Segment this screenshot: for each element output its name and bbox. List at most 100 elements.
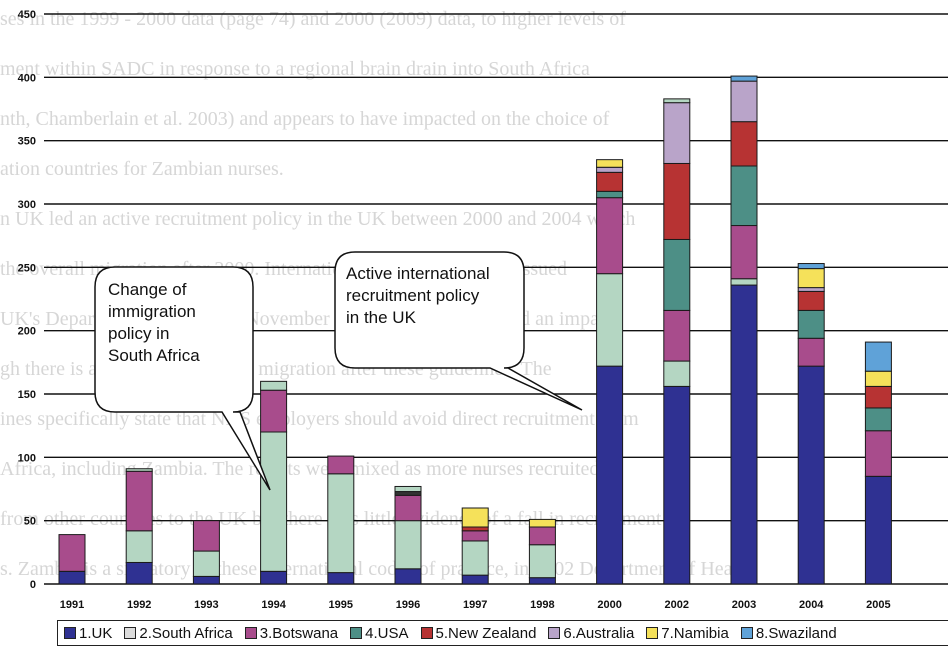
x-tick-label: 2002 <box>665 599 689 611</box>
x-tick-label: 2004 <box>799 599 824 611</box>
callout-south-africa-text: Change of immigration policy in South Afric… <box>108 279 248 367</box>
bar-stack-2004 <box>797 263 825 585</box>
bar-segment <box>797 309 825 339</box>
x-tick-label: 2003 <box>732 599 756 611</box>
legend-item: 2.South Africa <box>124 624 233 642</box>
bar-stack-1997 <box>461 507 489 585</box>
bar-stack-2005 <box>864 341 892 585</box>
x-tick-label: 1991 <box>60 599 84 611</box>
bar-segment <box>596 166 624 173</box>
callout-line: immigration <box>108 302 196 321</box>
y-tick-label: 50 <box>24 516 36 528</box>
legend-label: 8.Swaziland <box>755 624 837 642</box>
bar-segment <box>528 544 556 579</box>
bar-segment <box>528 577 556 585</box>
bar-segment <box>192 520 220 552</box>
bar-segment <box>461 574 489 585</box>
bar-segment <box>663 385 691 585</box>
legend-item: 5.New Zealand <box>420 625 536 642</box>
bar-segment <box>797 365 825 585</box>
bar-segment <box>394 494 422 522</box>
legend-swatch <box>548 627 561 639</box>
legend-swatch <box>64 627 76 639</box>
y-tick-label: 100 <box>18 452 36 464</box>
bar-segment <box>461 530 489 542</box>
callout-line: South Africa <box>108 346 200 365</box>
bar-segment <box>327 473 355 574</box>
legend-label: 1.UK <box>79 624 113 642</box>
bar-segment <box>730 75 758 82</box>
bar-segment <box>528 518 556 528</box>
bar-segment <box>797 263 825 270</box>
x-tick-label: 1994 <box>261 599 286 611</box>
legend-item: 6.Australia <box>548 625 634 642</box>
bar-segment <box>528 526 556 546</box>
bar-segment <box>394 568 422 585</box>
legend-label: 4.USA <box>365 624 409 642</box>
legend-label: 3.Botswana <box>259 624 339 642</box>
bar-segment <box>730 278 758 286</box>
x-tick-label: 1993 <box>194 599 218 611</box>
bar-segment <box>663 360 691 387</box>
bar-segment <box>327 455 355 475</box>
bar-stack-1996 <box>394 485 422 585</box>
callout-line: Active international <box>346 264 490 283</box>
legend-swatch <box>124 627 137 639</box>
bar-stack-1995 <box>327 455 355 585</box>
bar-stack-1992 <box>125 468 153 585</box>
x-tick-label: 1998 <box>530 599 554 611</box>
bar-segment <box>663 102 691 164</box>
bar-segment <box>797 268 825 289</box>
bar-segment <box>327 572 355 585</box>
legend-item: 8.Swaziland <box>740 624 837 642</box>
bar-segment <box>596 197 624 275</box>
bar-segment <box>461 526 489 532</box>
bar-segment <box>192 550 220 577</box>
x-axis-tick-labels: 1991 1992 1993 1994 1995 1996 1997 1998 2000 2002… <box>60 599 891 611</box>
legend-swatch <box>420 627 433 639</box>
bar-segment <box>730 284 758 585</box>
bar-segment <box>864 370 892 387</box>
y-tick-label: 400 <box>18 72 36 84</box>
bar-stack-1991 <box>58 534 86 585</box>
legend-item: 7.Namibia <box>646 625 729 642</box>
background-text-line: ation countries for Zambian nurses. <box>0 158 284 180</box>
y-tick-label: 150 <box>18 389 36 401</box>
legend-swatch <box>646 627 659 639</box>
callout-line: Change of <box>108 280 187 299</box>
bar-segment <box>192 575 220 585</box>
bar-segment <box>394 485 422 493</box>
y-tick-label: 250 <box>18 262 36 274</box>
bar-segment <box>58 570 86 585</box>
bar-stack-2003 <box>730 75 758 585</box>
bar-segment <box>797 287 825 292</box>
callout-south-africa-bubble <box>94 266 271 491</box>
y-tick-label: 0 <box>30 579 36 591</box>
legend-label: 2.South Africa <box>139 624 233 642</box>
bar-stacks <box>58 75 892 585</box>
y-tick-label: 300 <box>18 199 36 211</box>
callout-bubbles <box>94 251 583 491</box>
bar-segment <box>797 337 825 367</box>
bar-segment <box>864 475 892 585</box>
bar-segment <box>260 570 288 585</box>
legend-label: 7.Namibia <box>661 624 729 642</box>
legend-item: 1.UK <box>64 625 112 642</box>
bar-segment <box>461 540 489 576</box>
x-tick-label: 1995 <box>329 599 353 611</box>
callout-line: policy in <box>108 324 170 343</box>
bar-segment <box>260 431 288 572</box>
callout-line: in the UK <box>346 308 416 327</box>
bar-segment <box>864 341 892 372</box>
legend-item: 3.Botswana <box>244 624 339 642</box>
bar-segment <box>730 121 758 167</box>
x-tick-label: 1992 <box>127 599 151 611</box>
bar-segment <box>461 507 489 528</box>
bar-segment <box>797 290 825 311</box>
bar-segment <box>125 470 153 532</box>
y-tick-label: 450 <box>18 9 36 21</box>
legend-swatch <box>740 627 753 639</box>
bar-segment <box>125 468 153 472</box>
y-tick-label: 200 <box>18 326 36 338</box>
